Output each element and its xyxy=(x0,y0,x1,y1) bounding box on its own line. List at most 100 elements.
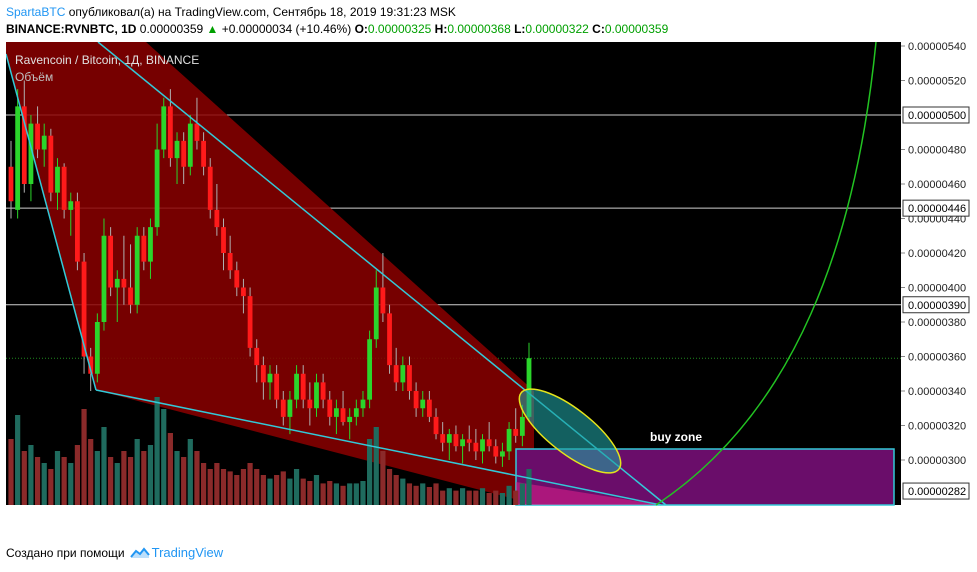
change-value: +0.00000034 (+10.46%) xyxy=(221,22,352,36)
volume-bar xyxy=(386,469,393,505)
breakout-ellipse[interactable] xyxy=(508,375,633,486)
volume-bar xyxy=(48,469,54,505)
open-value: 0.00000325 xyxy=(367,22,432,36)
candle-body xyxy=(307,399,313,409)
candle-body xyxy=(453,434,459,447)
price-tick-label: 0.00000460 xyxy=(908,179,966,191)
candle-body xyxy=(340,408,346,423)
price-level-label: 0.00000446 xyxy=(908,203,966,215)
candle-body xyxy=(234,270,240,288)
price-tick-label: 0.00000540 xyxy=(908,42,966,53)
volume-bar xyxy=(34,457,41,505)
volume-bar xyxy=(68,463,74,505)
volume-bar xyxy=(280,471,286,505)
candle-body xyxy=(506,428,512,452)
volume-bar xyxy=(333,483,340,505)
candle-body xyxy=(167,106,173,159)
last-price: 0.00000359 xyxy=(139,22,204,36)
buy-zone-label: buy zone xyxy=(650,430,702,444)
chart-container[interactable]: buy zone Ravencoin / Bitcoin, 1Д, BINANC… xyxy=(5,41,971,529)
volume-bar xyxy=(141,451,147,505)
volume-bar xyxy=(260,475,266,505)
candle-body xyxy=(154,149,160,228)
volume-bar xyxy=(293,469,300,505)
price-level-label: 0.00000500 xyxy=(908,110,966,122)
author-link[interactable]: SpartaBTC xyxy=(6,5,66,19)
volume-bar xyxy=(393,475,399,505)
tradingview-link[interactable]: TradingView xyxy=(129,545,224,560)
candle-body xyxy=(294,373,299,400)
candle-body xyxy=(300,373,306,400)
candle-body xyxy=(161,106,167,150)
candle-body xyxy=(373,287,379,340)
candle-body xyxy=(68,201,74,210)
candle-body xyxy=(440,434,446,443)
price-tick-label: 0.00000360 xyxy=(908,352,966,364)
volume-bar xyxy=(426,487,432,505)
close-label: C: xyxy=(592,22,605,36)
volume-bar xyxy=(267,478,273,505)
volume-bar xyxy=(380,451,386,505)
price-level-box xyxy=(902,482,970,500)
candle-body xyxy=(55,166,60,193)
candle-body xyxy=(35,123,40,150)
price-level-box xyxy=(902,199,970,217)
wedge-lower-left-line[interactable] xyxy=(5,53,97,391)
candle-body xyxy=(500,451,505,457)
candle-body xyxy=(433,416,439,435)
candle-body xyxy=(334,408,339,417)
support-trendline[interactable] xyxy=(95,389,662,506)
price-tick-label: 0.00000380 xyxy=(908,317,966,329)
candle-body xyxy=(108,235,114,288)
volume-bar xyxy=(347,483,353,505)
candle-body xyxy=(28,123,34,184)
close-value: 0.00000359 xyxy=(604,22,669,36)
price-tick-label: 0.00000320 xyxy=(908,421,966,433)
volume-bar xyxy=(406,483,413,505)
candle-body xyxy=(247,296,253,348)
candle-body xyxy=(41,135,47,150)
created-with-text: Создано при помощи xyxy=(6,545,125,560)
volume-bar xyxy=(154,397,160,505)
candle-body xyxy=(141,235,147,262)
candle-body xyxy=(413,391,419,409)
volume-bar xyxy=(181,457,187,505)
parabolic-curve[interactable] xyxy=(655,41,877,506)
candle-body xyxy=(134,235,140,305)
price-tick-label: 0.00000480 xyxy=(908,145,966,157)
candle-body xyxy=(280,399,286,417)
tradingview-brand: TradingView xyxy=(151,545,224,560)
volume-bar xyxy=(300,478,306,505)
candle-body xyxy=(526,358,532,417)
volume-bar xyxy=(526,469,532,505)
volume-bar xyxy=(420,483,426,505)
volume-bar xyxy=(287,478,293,505)
price-chart[interactable]: buy zone Ravencoin / Bitcoin, 1Д, BINANC… xyxy=(5,41,971,529)
candle-body xyxy=(493,446,499,457)
candle-body xyxy=(400,365,406,383)
candle-body xyxy=(380,287,386,314)
price-level-box xyxy=(902,106,970,124)
volume-bar xyxy=(167,433,173,505)
candle-body xyxy=(101,235,107,322)
volume-bar xyxy=(459,488,466,505)
candle-body xyxy=(407,365,412,391)
candle-body xyxy=(347,416,353,423)
candle-body xyxy=(254,347,260,366)
candle-body xyxy=(194,123,200,141)
volume-bar xyxy=(94,451,100,505)
price-tick-label: 0.00000340 xyxy=(908,386,966,398)
volume-bar xyxy=(506,485,512,505)
volume-bar xyxy=(187,439,193,505)
open-label: O: xyxy=(354,22,368,36)
price-tick-label: 0.00000400 xyxy=(908,283,966,295)
candle-body xyxy=(426,399,432,417)
chart-legend-title: Ravencoin / Bitcoin, 1Д, BINANCE xyxy=(15,53,199,67)
candle-body xyxy=(267,373,273,383)
candle-body xyxy=(327,399,333,417)
volume-bar xyxy=(440,490,446,505)
candle-body xyxy=(360,399,366,409)
volume-bar xyxy=(200,463,207,505)
volume-bar xyxy=(274,475,280,505)
price-tick-label: 0.00000300 xyxy=(908,455,966,467)
